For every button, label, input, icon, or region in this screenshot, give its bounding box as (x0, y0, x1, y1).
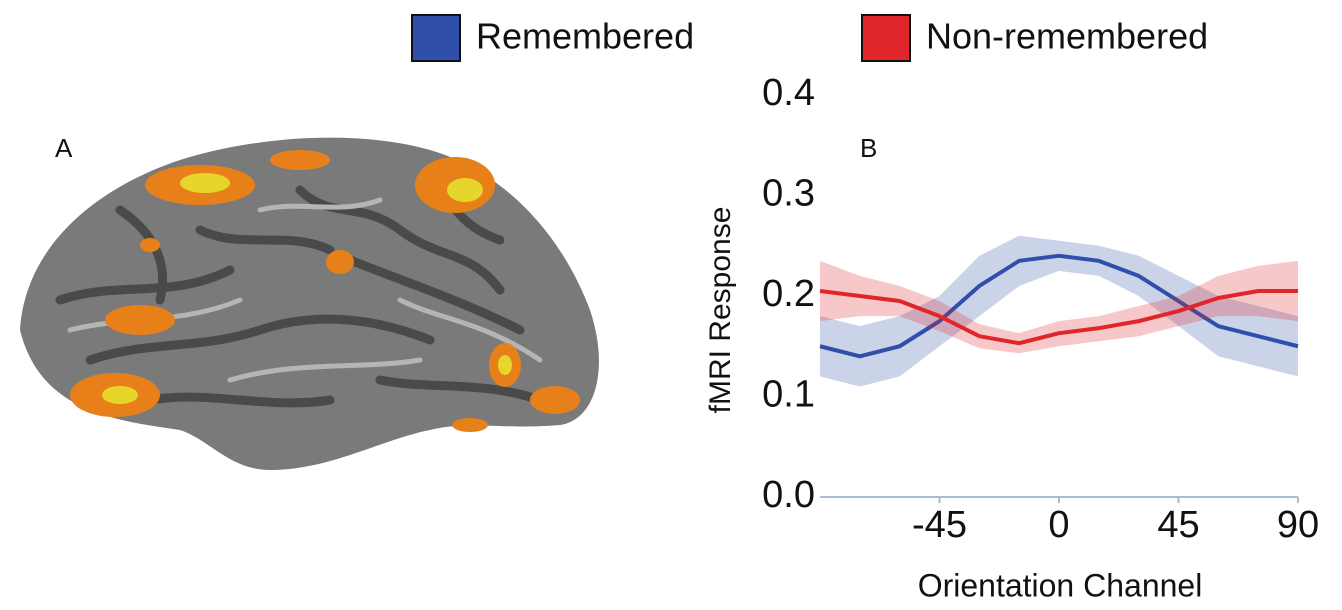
legend-swatch (861, 14, 911, 62)
gyri (67, 197, 543, 383)
y-tick-label: 0.3 (762, 173, 815, 215)
y-axis-title: fMRI Response (704, 207, 737, 414)
x-tick-label: -45 (912, 504, 967, 546)
x-tick-label: 90 (1277, 504, 1319, 546)
legend-label: Remembered (476, 16, 694, 57)
activation (70, 150, 580, 432)
y-tick-label: 0.2 (762, 273, 815, 315)
legend-label: Non-remembered (926, 16, 1208, 57)
y-tick-label: 0.4 (762, 72, 815, 114)
legend-swatch (411, 14, 461, 62)
line (819, 288, 1298, 346)
y-tick-label: 0.0 (762, 474, 815, 516)
brain-image (20, 137, 599, 470)
y-tick-label: 0.1 (762, 374, 815, 416)
panel-label: A (55, 133, 73, 163)
confidence-band (820, 260, 1298, 354)
confidence-band (820, 235, 1298, 387)
line (819, 253, 1299, 359)
x-axis-title: Orientation Channel (918, 567, 1203, 603)
panel-label: B (860, 133, 877, 163)
brain-surface (20, 137, 599, 470)
x-tick-label: 0 (1048, 504, 1069, 546)
x-tick-label: 45 (1157, 504, 1199, 546)
